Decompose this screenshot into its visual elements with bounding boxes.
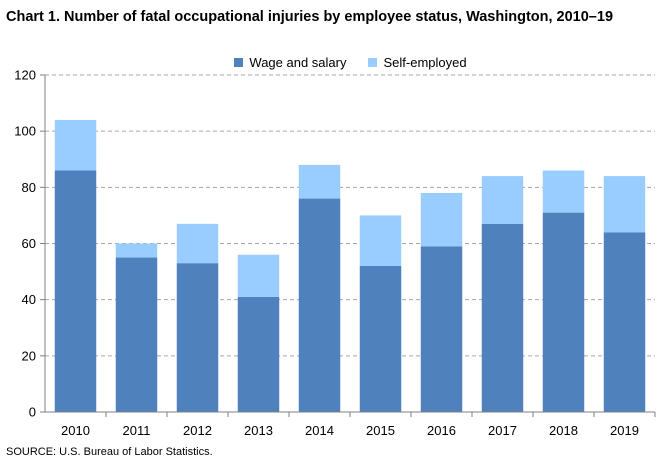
legend-item-wage-and-salary: Wage and salary bbox=[234, 55, 346, 70]
legend-label-wage-and-salary: Wage and salary bbox=[249, 55, 347, 70]
x-tick-label: 2018 bbox=[549, 423, 578, 438]
x-tick-label: 2011 bbox=[123, 423, 151, 438]
bar-self-employed-2011 bbox=[115, 243, 158, 258]
y-tick-label: 0 bbox=[29, 405, 36, 420]
source-note: SOURCE: U.S. Bureau of Labor Statistics. bbox=[6, 446, 213, 458]
y-tick-label: 120 bbox=[14, 68, 36, 83]
legend: Wage and salary Self-employed bbox=[20, 55, 661, 70]
bar-self-employed-2017 bbox=[481, 176, 524, 224]
bar-wage-and-salary-2018 bbox=[542, 212, 585, 412]
y-tick-label: 60 bbox=[22, 236, 36, 251]
legend-swatch-wage-and-salary bbox=[234, 58, 244, 67]
y-tick-label: 40 bbox=[22, 292, 36, 307]
x-tick-label: 2016 bbox=[427, 423, 456, 438]
chart-title: Chart 1. Number of fatal occupational in… bbox=[6, 9, 614, 25]
bar-wage-and-salary-2014 bbox=[298, 198, 341, 412]
x-tick-label: 2012 bbox=[183, 423, 212, 438]
bar-self-employed-2016 bbox=[420, 192, 463, 247]
bar-wage-and-salary-2012 bbox=[176, 263, 219, 412]
y-tick-label: 80 bbox=[22, 180, 36, 195]
bar-wage-and-salary-2015 bbox=[359, 265, 402, 412]
bar-wage-and-salary-2019 bbox=[603, 232, 646, 412]
y-tick-label: 20 bbox=[22, 348, 36, 363]
x-tick-label: 2010 bbox=[61, 423, 90, 438]
x-tick-label: 2017 bbox=[488, 423, 517, 438]
legend-label-self-employed: Self-employed bbox=[383, 55, 467, 70]
x-tick-label: 2014 bbox=[305, 423, 334, 438]
bar-self-employed-2014 bbox=[298, 164, 341, 199]
legend-swatch-self-employed bbox=[368, 58, 378, 67]
bar-self-employed-2015 bbox=[359, 215, 402, 266]
bar-wage-and-salary-2016 bbox=[420, 246, 463, 412]
bar-self-employed-2012 bbox=[176, 223, 219, 264]
bar-self-employed-2013 bbox=[237, 254, 280, 297]
bar-self-employed-2018 bbox=[542, 170, 585, 213]
bar-wage-and-salary-2013 bbox=[237, 296, 280, 412]
bar-wage-and-salary-2017 bbox=[481, 223, 524, 412]
bar-wage-and-salary-2010 bbox=[54, 170, 97, 412]
x-tick-label: 2015 bbox=[366, 423, 395, 438]
bar-wage-and-salary-2011 bbox=[115, 257, 158, 412]
bar-self-employed-2010 bbox=[54, 119, 97, 171]
x-tick-label: 2019 bbox=[610, 423, 639, 438]
x-tick-label: 2013 bbox=[244, 423, 273, 438]
y-tick-label: 100 bbox=[14, 124, 36, 139]
bar-self-employed-2019 bbox=[603, 176, 646, 233]
legend-item-self-employed: Self-employed bbox=[368, 55, 467, 70]
